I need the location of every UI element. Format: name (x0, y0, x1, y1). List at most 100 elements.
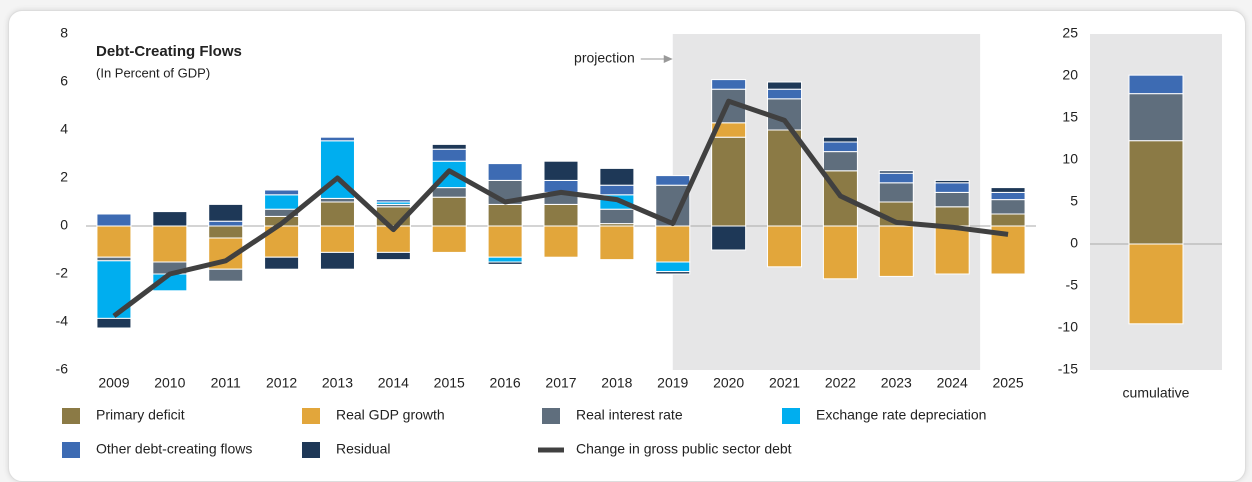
x-tick-label: 2017 (545, 375, 576, 391)
y-tick-label: 15 (1062, 109, 1078, 125)
legend-swatch (542, 408, 560, 424)
x-tick-label: 2013 (322, 375, 353, 391)
bar-segment (934, 179, 970, 184)
bar-segment (375, 199, 411, 203)
legend-label: Change in gross public sector debt (576, 441, 792, 457)
x-tick-label: 2011 (211, 375, 241, 391)
x-tick-label: 2016 (490, 375, 521, 391)
bar-segment (767, 81, 803, 90)
bar-segment (543, 160, 579, 181)
x-tick-label: 2009 (98, 375, 129, 391)
x-tick-label: 2021 (769, 375, 800, 391)
bar-segment (319, 136, 355, 142)
bar-segment (431, 143, 467, 150)
legend-label: Residual (336, 441, 390, 457)
bar-segment (990, 191, 1026, 201)
bar-segment (822, 151, 858, 172)
bar-segment (487, 163, 523, 181)
bar-segment (990, 199, 1026, 215)
legend-label: Real GDP growth (336, 407, 445, 423)
bar-segment (934, 182, 970, 193)
bar-segment (878, 170, 914, 174)
bar-segment (319, 225, 355, 253)
legend-label: Real interest rate (576, 407, 683, 423)
bar-segment (431, 148, 467, 162)
legend-label: Primary deficit (96, 407, 185, 423)
y-tick-label: 0 (60, 217, 68, 233)
annotation: projection (574, 50, 635, 66)
y-tick-label: -5 (1066, 277, 1079, 293)
debt-line (112, 98, 1009, 318)
bar-segment (487, 256, 523, 263)
legend-swatch (62, 442, 80, 458)
chart-subtitle: (In Percent of GDP) (96, 65, 210, 80)
bar-segment (375, 251, 411, 261)
x-tick-label: 2024 (937, 375, 968, 391)
bar-segment (599, 184, 635, 196)
x-tick-label: 2022 (825, 375, 856, 391)
bar-segment (431, 225, 467, 253)
x-tick-label: cumulative (1123, 385, 1190, 401)
y-tick-label: 0 (1070, 235, 1078, 251)
legend-label: Other debt-creating flows (96, 441, 252, 457)
bar-segment (599, 225, 635, 261)
y-tick-label: 8 (60, 25, 68, 41)
bar-segment (208, 203, 244, 222)
bar-segment (208, 225, 244, 239)
y-tick-label: -6 (56, 361, 69, 377)
y-tick-label: -2 (56, 265, 69, 281)
chart-title: Debt-Creating Flows (96, 43, 242, 60)
bar-segment (711, 79, 747, 90)
x-tick-label: 2018 (601, 375, 632, 391)
y-tick-label: 6 (60, 73, 68, 89)
bar-segment (934, 225, 970, 275)
y-tick-label: -15 (1058, 361, 1078, 377)
bar-segment (264, 189, 300, 196)
bar-segment (655, 225, 691, 263)
bar-segment (319, 201, 355, 227)
bar-segment (1128, 243, 1184, 325)
bar-segment (1128, 140, 1184, 245)
x-tick-label: 2023 (881, 375, 912, 391)
bar-segment (822, 141, 858, 153)
y-tick-label: 25 (1062, 25, 1078, 41)
bar-segment (1128, 74, 1184, 95)
bar-segment (655, 175, 691, 186)
bar-segment (655, 271, 691, 275)
bar-segment (208, 268, 244, 282)
bar-segment (487, 261, 523, 265)
bar-segment (431, 196, 467, 227)
bar-segment (152, 211, 188, 227)
bar-segment (543, 203, 579, 227)
bar-segment (990, 213, 1026, 227)
bar-segment (878, 225, 914, 277)
bar-segment (1128, 93, 1184, 142)
x-tick-label: 2012 (266, 375, 297, 391)
bar-segment (767, 129, 803, 227)
x-tick-label: 2014 (378, 375, 409, 391)
y-tick-label: -4 (56, 313, 69, 329)
bar-segment (487, 203, 523, 227)
x-tick-label: 2010 (154, 375, 185, 391)
bar-segment (543, 225, 579, 258)
y-tick-label: 20 (1062, 67, 1078, 83)
bar-segment (655, 261, 691, 273)
bar-segment (878, 172, 914, 184)
legend-swatch (782, 408, 800, 424)
chart: Debt-Creating Flows (In Percent of GDP) … (56, 25, 1222, 458)
bar-segment (96, 225, 132, 258)
bar-segment (208, 220, 244, 227)
bar-segment (96, 213, 132, 227)
bar-segment (264, 194, 300, 210)
legend-swatch (302, 442, 320, 458)
bar-segment (711, 136, 747, 227)
y-tick-label: 4 (60, 121, 68, 137)
bar-segment (319, 197, 355, 203)
y-tick-label: 2 (60, 169, 68, 185)
bar-segment (822, 136, 858, 143)
bar-segment (96, 256, 132, 262)
bar-segment (152, 225, 188, 263)
bar-segment (934, 206, 970, 227)
legend-label: Exchange rate depreciation (816, 407, 986, 423)
legend-swatch (62, 408, 80, 424)
